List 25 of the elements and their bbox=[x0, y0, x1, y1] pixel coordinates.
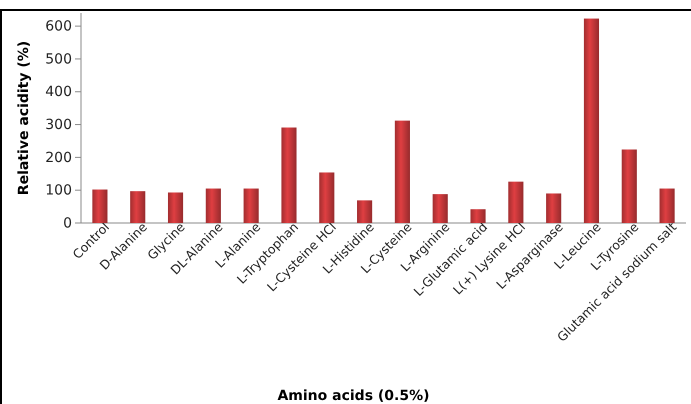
bar bbox=[584, 18, 600, 223]
bar bbox=[470, 209, 486, 223]
y-axis-title: Relative acidity (%) bbox=[16, 40, 32, 196]
y-tick-label: 200 bbox=[45, 150, 72, 166]
y-tick-label: 400 bbox=[45, 84, 72, 100]
bar bbox=[244, 188, 259, 223]
bar bbox=[508, 182, 524, 223]
bar bbox=[319, 172, 334, 223]
bar bbox=[546, 193, 562, 223]
y-tick-label: 300 bbox=[45, 117, 72, 134]
bar bbox=[357, 200, 372, 223]
bar bbox=[168, 192, 184, 223]
y-tick-label: 0 bbox=[63, 215, 72, 232]
bar bbox=[394, 120, 410, 223]
x-axis-title: Amino acids (0.5%) bbox=[277, 388, 430, 404]
bar bbox=[281, 128, 297, 223]
bar bbox=[92, 190, 108, 223]
bar bbox=[432, 194, 448, 223]
bar bbox=[622, 150, 637, 223]
bar bbox=[206, 188, 221, 223]
y-tick-label: 100 bbox=[45, 182, 72, 199]
y-tick-label: 500 bbox=[45, 51, 72, 68]
bar bbox=[130, 191, 146, 223]
bar bbox=[660, 188, 675, 223]
y-tick-label: 600 bbox=[45, 18, 72, 35]
